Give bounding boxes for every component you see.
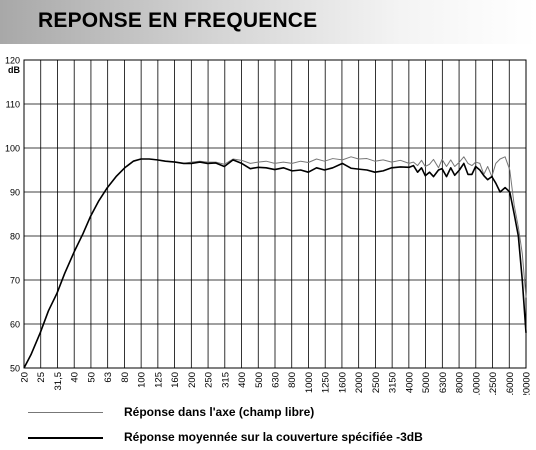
y-tick-label: 100 [5, 144, 20, 154]
x-tick-label: 6300 [438, 372, 449, 393]
x-tick-label: 40 [70, 372, 81, 383]
x-tick-label: 4000 [404, 372, 415, 393]
x-tick-label: 2000 [354, 372, 365, 393]
x-tick-label: 125 [153, 372, 164, 388]
legend: Réponse dans l'axe (champ libre) Réponse… [0, 395, 536, 450]
y-tick-label: 110 [6, 100, 20, 110]
y-tick-label: 80 [10, 232, 20, 242]
x-tick-label: 50 [86, 372, 97, 383]
y-axis-label: dB [8, 65, 20, 75]
x-tick-label: 1250 [321, 372, 332, 393]
x-tick-label: 12500 [488, 372, 499, 395]
x-tick-label: 160 [170, 372, 181, 388]
page-title: REPONSE EN FREQUENCE [38, 9, 318, 32]
x-tick-label: 1600 [337, 372, 348, 393]
x-tick-label: 80 [120, 372, 131, 383]
x-tick-label: 400 [237, 372, 248, 388]
x-tick-label: 63 [103, 372, 114, 383]
x-tick-label: 25 [36, 372, 47, 383]
x-tick-label: 1000 [304, 372, 315, 393]
x-tick-label: 2500 [371, 372, 382, 393]
x-tick-label: 20 [20, 372, 31, 383]
plot-border [23, 59, 527, 369]
legend-item-averaged-response: Réponse moyennée sur la couverture spéci… [0, 428, 536, 448]
y-tick-label: 50 [10, 364, 20, 374]
x-tick-label: 16000 [505, 372, 516, 395]
x-tick-label: 500 [254, 372, 265, 388]
y-tick-label: 70 [10, 276, 20, 286]
x-tick-label: 3150 [388, 372, 399, 393]
x-tick-label: 315 [220, 372, 231, 388]
frequency-response-chart: 20 25 31,5 40 50 63 80 100 125 160 200 250 315 400 500… [5, 56, 533, 396]
x-tick-label: 31,5 [53, 372, 64, 391]
title-band: REPONSE EN FREQUENCE [0, 0, 536, 44]
x-tick-label: 10000 [471, 372, 482, 395]
x-tick-label: 100 [137, 372, 148, 388]
x-tick-label: 800 [287, 372, 298, 388]
y-tick-label: 60 [10, 320, 20, 330]
x-tick-label: 250 [204, 372, 215, 388]
x-tick-label: 200 [187, 372, 198, 388]
x-tick-label: 20000 [522, 372, 533, 395]
y-tick-label: 120 [5, 56, 20, 66]
legend-item-axis-response: Réponse dans l'axe (champ libre) [0, 403, 536, 423]
legend-label-axis-response: Réponse dans l'axe (champ libre) [124, 405, 315, 419]
series-line-averaged-response [23, 158, 527, 369]
x-tick-label: 630 [271, 372, 282, 388]
legend-label-averaged-response: Réponse moyennée sur la couverture spéci… [124, 430, 423, 444]
legend-swatch-thick-line [28, 437, 103, 439]
x-tick-label: 5000 [421, 372, 432, 393]
x-tick-label: 8000 [455, 372, 466, 393]
y-tick-label: 90 [10, 188, 20, 198]
legend-swatch-thin-line [28, 412, 103, 413]
